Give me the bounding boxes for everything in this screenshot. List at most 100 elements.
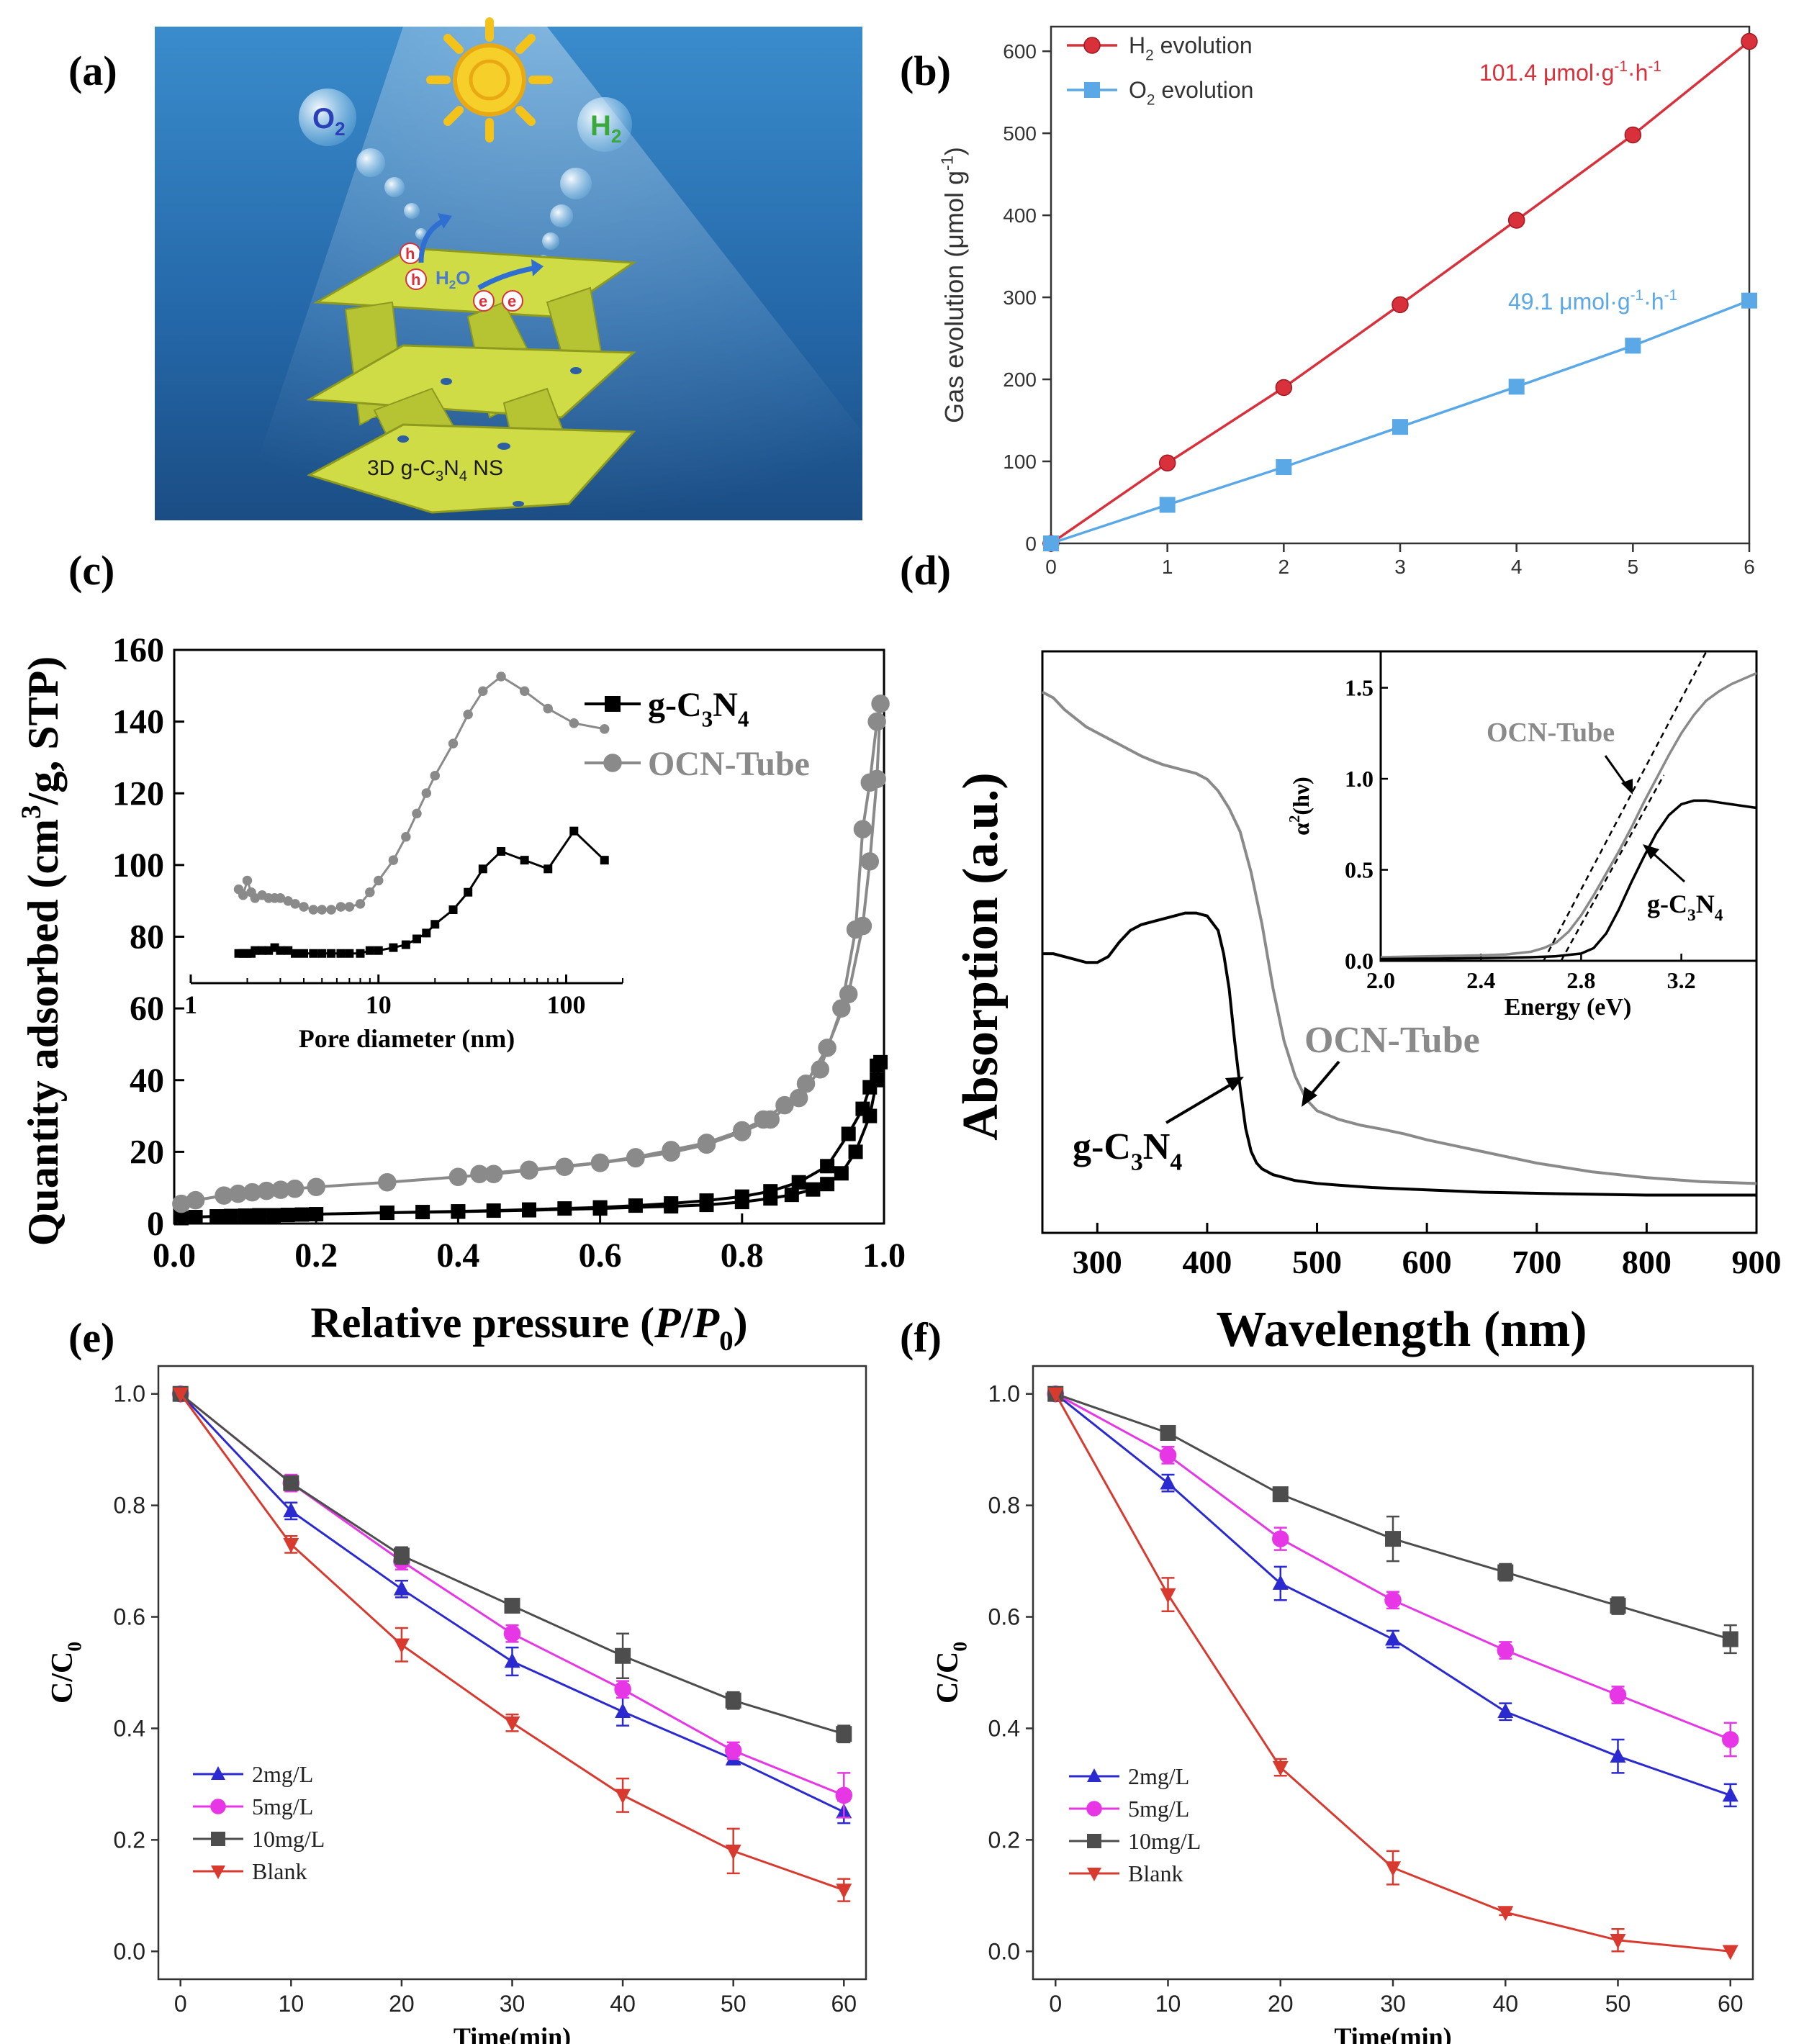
- x-tick-label: 30: [1380, 1991, 1406, 2017]
- data-point: [1497, 1642, 1514, 1659]
- x-tick-label-part: 20: [1268, 1991, 1294, 2017]
- y-tick-label-part: 0: [147, 1205, 164, 1243]
- rate-annotation-o2-part: -1: [1664, 287, 1678, 304]
- isotherm-point: [763, 1191, 778, 1206]
- x-tick-label: 0: [1045, 556, 1057, 578]
- legend-label: 2mg/L: [1128, 1763, 1189, 1789]
- isotherm-point: [592, 1201, 608, 1216]
- isotherm-point: [820, 1159, 835, 1174]
- data-point: [283, 1502, 299, 1518]
- isotherm-point: [238, 1208, 253, 1224]
- inset-point: [299, 902, 309, 912]
- y-tick-label: 0.6: [988, 1604, 1020, 1630]
- plot-frame: [1050, 25, 1751, 545]
- gcn-label-part: N: [1143, 1126, 1171, 1167]
- data-point: [1722, 1631, 1738, 1647]
- isotherm-point: [733, 1121, 752, 1140]
- x-tick-label-part: 50: [1605, 1991, 1631, 2017]
- legend-label-part: 2: [1147, 92, 1155, 109]
- y-axis-label-part: C/C: [932, 1652, 965, 1704]
- x-tick-label: 60: [1718, 1991, 1744, 2017]
- isotherm-point: [557, 1201, 572, 1216]
- y-axis-label-part: /g, STP): [19, 656, 67, 806]
- data-point: [1272, 1486, 1289, 1503]
- data-point: [1385, 1861, 1401, 1877]
- inset-gcn-label-part: 4: [1715, 906, 1723, 925]
- inset-x-tick-label-part: 2.0: [1366, 967, 1395, 993]
- o2-label: O: [312, 103, 335, 135]
- data-point: [504, 1652, 520, 1668]
- isotherm-point: [590, 1153, 610, 1172]
- y-tick-label: 0.8: [114, 1493, 145, 1519]
- y-tick-label-part: 600: [1003, 40, 1037, 63]
- isotherm-point: [520, 1160, 538, 1180]
- data-point: [1508, 379, 1525, 395]
- data-point: [283, 1475, 299, 1491]
- legend-label: O2 evolution: [1129, 77, 1253, 109]
- data-point: [1497, 1564, 1514, 1581]
- degradation-chart-f: 0 10 20 30 40 50 60 0.0 0.2 0.4 0.6 0.8 1.0 Time(min)…: [932, 1365, 1754, 2044]
- inset-point: [344, 902, 355, 912]
- x-tick-label-part: 0.8: [721, 1236, 764, 1275]
- isotherm-point: [853, 916, 872, 936]
- x-tick-label-part: 700: [1512, 1244, 1561, 1280]
- o2-bubble: O2: [299, 89, 356, 146]
- inset-gcn-label-part: 3: [1687, 906, 1696, 925]
- inset-y-tick-label: 0.5: [1345, 857, 1374, 883]
- legend-label-part: N: [713, 686, 738, 724]
- y-tick-label: 200: [1003, 368, 1037, 391]
- legend-marker: [211, 1766, 225, 1780]
- inset-point: [317, 905, 328, 915]
- legend-marker: [1087, 1868, 1101, 1881]
- data-point: [1043, 535, 1059, 551]
- x-tick-label: 20: [1268, 1991, 1294, 2017]
- x-axis-label-part: ): [734, 1299, 748, 1347]
- inset-point: [284, 946, 293, 955]
- inset-point: [412, 934, 421, 944]
- x-axis-label: Time(min): [454, 2022, 571, 2044]
- isotherm-point: [451, 1204, 466, 1219]
- x-tick-label: 6: [1744, 556, 1755, 578]
- data-point: [504, 1598, 520, 1614]
- electron-label-1: e: [479, 292, 487, 310]
- y-tick-label: 160: [112, 631, 164, 669]
- y-tick-label: 0.6: [114, 1604, 145, 1630]
- inset-x-label: Pore diameter (nm): [299, 1024, 515, 1053]
- x-tick-label: 400: [1182, 1244, 1232, 1280]
- legend-label-part: H: [1129, 32, 1145, 58]
- data-point: [393, 1580, 410, 1596]
- x-tick-label: 0.0: [153, 1236, 196, 1275]
- x-tick-label: 1.0: [862, 1236, 906, 1275]
- x-tick-label-part: 30: [1380, 1991, 1406, 2017]
- x-tick-label: 40: [1492, 1991, 1518, 2017]
- y-tick-label-part: 0.6: [114, 1604, 145, 1630]
- inset-point: [299, 949, 308, 958]
- y-axis-label: Quantity adsorbed (cm3/g, STP): [16, 656, 67, 1247]
- inset-x-tick-label-part: 2.8: [1566, 967, 1595, 993]
- rate-annotation-h2-part: -1: [1614, 58, 1628, 75]
- legend-label-part: 10mg/L: [252, 1826, 325, 1852]
- legend-label-part: 5mg/L: [1128, 1796, 1189, 1822]
- isotherm-point: [784, 1188, 799, 1203]
- x-tick-label: 500: [1292, 1244, 1342, 1280]
- y-tick-label-part: 400: [1003, 204, 1037, 227]
- inset-tick-label: 100: [547, 990, 586, 1019]
- gcn-label-part: 3: [1131, 1149, 1143, 1176]
- x-axis-label-part: P: [654, 1299, 682, 1347]
- water-end: O: [456, 267, 470, 289]
- y-tick-label: 140: [112, 703, 164, 741]
- x-axis-label-part: Time(min): [454, 2022, 571, 2044]
- inset-x-tick-label: 2.0: [1366, 967, 1395, 993]
- inset-point: [335, 902, 346, 912]
- inset-ocn-label: OCN-Tube: [1487, 718, 1615, 748]
- x-axis-label-part: 0: [719, 1326, 734, 1357]
- isotherm-point: [811, 1060, 830, 1079]
- inset-point: [401, 940, 410, 949]
- isotherm-point: [309, 1207, 324, 1222]
- isotherm-point: [415, 1205, 430, 1220]
- data-point: [835, 1786, 853, 1804]
- legend-label: Blank: [252, 1858, 307, 1884]
- y-tick-label-part: 0.4: [114, 1715, 145, 1741]
- x-axis-label: Wavelength (nm): [1216, 1302, 1587, 1357]
- inset-y-tick-label: 0.0: [1345, 948, 1374, 974]
